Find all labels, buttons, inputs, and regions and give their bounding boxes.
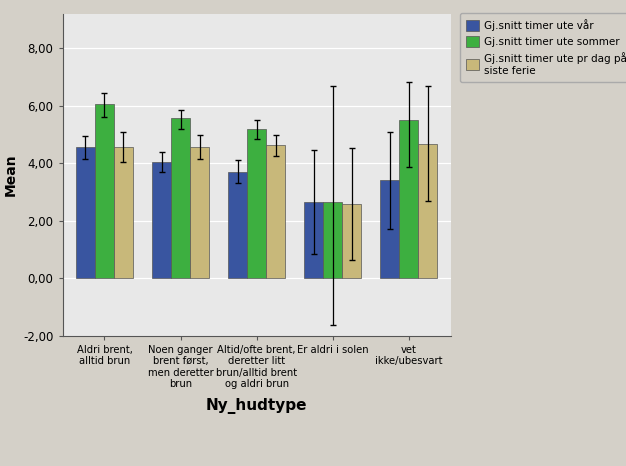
Legend: Gj.snitt timer ute vår, Gj.snitt timer ute sommer, Gj.snitt timer ute pr dag på
: Gj.snitt timer ute vår, Gj.snitt timer u…: [460, 13, 626, 82]
Bar: [76, 147, 95, 278]
Bar: [247, 129, 266, 278]
X-axis label: Ny_hudtype: Ny_hudtype: [206, 397, 307, 414]
Bar: [342, 204, 361, 278]
Y-axis label: Mean: Mean: [4, 153, 18, 196]
Bar: [171, 118, 190, 278]
Bar: [95, 103, 114, 278]
Bar: [323, 202, 342, 278]
Bar: [152, 162, 171, 278]
Bar: [228, 172, 247, 278]
Bar: [304, 202, 323, 278]
Bar: [381, 180, 399, 278]
Bar: [114, 147, 133, 278]
Bar: [418, 144, 438, 278]
Bar: [266, 145, 285, 278]
Bar: [399, 120, 418, 278]
Bar: [190, 147, 209, 278]
